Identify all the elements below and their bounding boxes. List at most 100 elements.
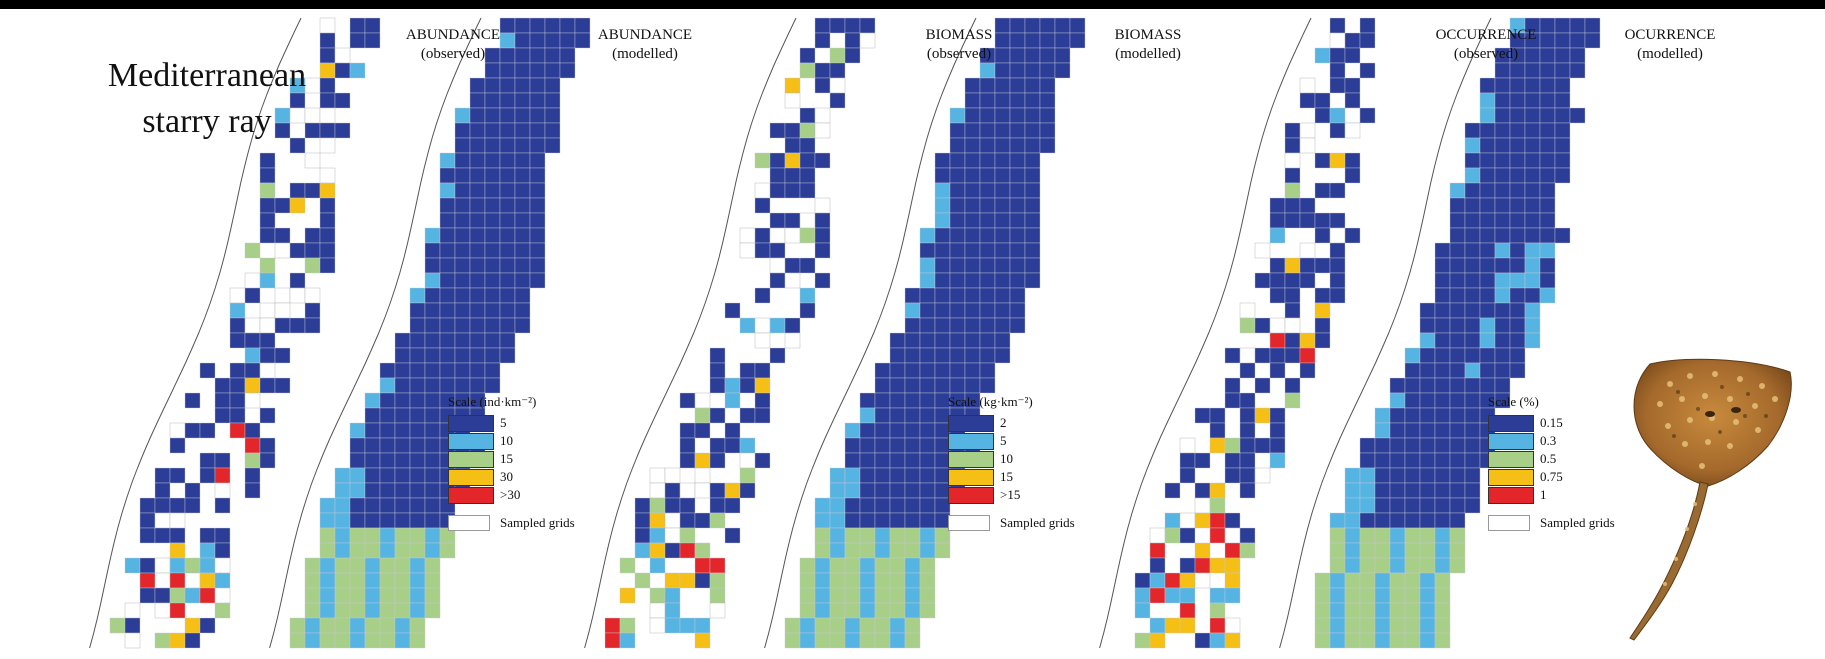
grid-cell — [1479, 92, 1496, 109]
grid-cell — [949, 197, 966, 214]
grid-cell — [1434, 437, 1451, 454]
grid-cell — [1569, 47, 1586, 64]
sampled-grid-cell — [1239, 347, 1256, 364]
grid-cell — [499, 332, 516, 349]
grid-cell — [1039, 32, 1056, 49]
coastline — [1279, 17, 1492, 649]
grid-cell — [1539, 62, 1556, 79]
legend-swatch — [448, 450, 494, 468]
grid-cell — [1209, 437, 1226, 454]
sampled-grid-cell — [784, 227, 801, 244]
grid-cell — [619, 632, 636, 649]
legend-biomass: Scale (kg·km⁻²) 2 5 10 15 >15 Sampled gr… — [948, 394, 1075, 532]
grid-cell — [1389, 617, 1406, 634]
grid-cell — [1069, 32, 1086, 49]
grid-cell — [1419, 572, 1436, 589]
sampled-grid-cell — [1239, 302, 1256, 319]
sampled-grid-cell — [124, 602, 141, 619]
grid-cell — [1239, 527, 1256, 544]
grid-cell — [469, 317, 486, 334]
grid-cell — [154, 527, 171, 544]
grid-cell — [1209, 602, 1226, 619]
grid-cell — [1374, 527, 1391, 544]
grid-cell — [979, 257, 996, 274]
grid-cell — [394, 617, 411, 634]
map-panel — [1099, 17, 1376, 649]
sampled-grid-cell — [664, 512, 681, 529]
grid-cell — [694, 617, 711, 634]
grid-cell — [964, 227, 981, 244]
grid-cell — [919, 542, 936, 559]
grid-cell — [949, 332, 966, 349]
grid-cell — [529, 107, 546, 124]
grid-cell — [874, 602, 891, 619]
grid-cell — [1464, 302, 1481, 319]
grid-cell — [394, 602, 411, 619]
grid-cell — [1344, 227, 1361, 244]
grid-cell — [1434, 617, 1451, 634]
grid-cell — [769, 347, 786, 364]
sampled-grid-cell — [124, 632, 141, 649]
grid-cell — [934, 302, 951, 319]
grid-cell — [829, 512, 846, 529]
legend-label: 5 — [500, 415, 507, 430]
grid-cell — [574, 32, 591, 49]
grid-cell — [679, 542, 696, 559]
grid-cell — [154, 467, 171, 484]
grid-cell — [994, 152, 1011, 169]
grid-cell — [1449, 482, 1466, 499]
grid-cell — [979, 197, 996, 214]
legend-entry: 0.75 — [1488, 468, 1615, 486]
grid-cell — [364, 497, 381, 514]
grid-cell — [349, 512, 366, 529]
grid-cell — [1344, 497, 1361, 514]
grid-cell — [784, 317, 801, 334]
map-panel — [269, 17, 591, 649]
grid-cell — [544, 137, 561, 154]
grid-cell — [679, 437, 696, 454]
grid-cell — [1344, 77, 1361, 94]
grid-cell — [919, 332, 936, 349]
grid-cell — [1254, 317, 1271, 334]
grid-cell — [499, 77, 516, 94]
sampled-grid-cell — [1329, 227, 1346, 244]
grid-cell — [1464, 272, 1481, 289]
grid-cell — [469, 362, 486, 379]
grid-cell — [829, 557, 846, 574]
legend-label: 1 — [1540, 487, 1547, 502]
grid-cell — [364, 452, 381, 469]
grid-cell — [499, 182, 516, 199]
grid-cell — [814, 77, 831, 94]
grid-cell — [334, 557, 351, 574]
grid-cell — [1569, 32, 1586, 49]
grid-cell — [844, 527, 861, 544]
grid-cell — [934, 362, 951, 379]
grid-cell — [1389, 467, 1406, 484]
grid-cell — [499, 122, 516, 139]
grid-cell — [859, 602, 876, 619]
grid-cell — [1134, 587, 1151, 604]
sampled-grid-cell — [739, 452, 756, 469]
grid-cell — [664, 482, 681, 499]
grid-cell — [439, 377, 456, 394]
panel-subtitle: (modelled) — [1637, 46, 1703, 62]
grid-cell — [424, 452, 441, 469]
grid-cell — [1434, 557, 1451, 574]
grid-cell — [1179, 467, 1196, 484]
grid-cell — [454, 377, 471, 394]
grid-cell — [814, 527, 831, 544]
grid-cell — [454, 122, 471, 139]
grid-cell — [244, 287, 261, 304]
grid-cell — [1314, 332, 1331, 349]
panel-label-occurrence-observed: OCCURRENCE (observed) — [1416, 26, 1556, 64]
grid-cell — [1434, 242, 1451, 259]
grid-cell — [1284, 122, 1301, 139]
grid-cell — [709, 482, 726, 499]
grid-cell — [1419, 302, 1436, 319]
sampled-grid-cell — [244, 392, 261, 409]
grid-cell — [874, 512, 891, 529]
grid-cell — [979, 272, 996, 289]
grid-cell — [1009, 182, 1026, 199]
grid-cell — [439, 347, 456, 364]
grid-cell — [1054, 32, 1071, 49]
